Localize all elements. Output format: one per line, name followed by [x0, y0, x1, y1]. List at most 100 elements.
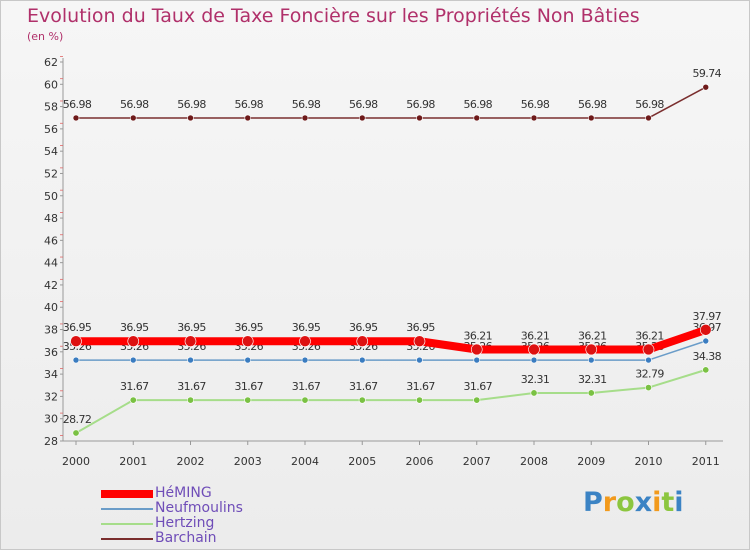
x-tick-label: 2002 — [177, 455, 205, 468]
data-label-barchain: 56.98 — [120, 98, 149, 111]
data-point-barchain — [645, 114, 652, 122]
data-point-neufmoulins — [358, 356, 366, 364]
data-label-barchain: 56.98 — [464, 98, 493, 111]
data-point-hertzing — [244, 396, 252, 404]
data-point-barchain — [358, 114, 366, 122]
legend-swatch-barchain — [101, 538, 153, 540]
data-point-barchain — [416, 114, 423, 122]
data-point-neufmoulins — [473, 356, 481, 364]
y-tick-label: 62 — [44, 56, 58, 69]
y-tick-label: 58 — [44, 101, 58, 114]
data-label-h-ming: 36.21 — [635, 329, 664, 342]
y-tick-label: 48 — [44, 212, 58, 225]
data-point-h-ming — [241, 335, 254, 348]
data-point-h-ming — [127, 335, 140, 348]
data-point-hertzing — [129, 396, 137, 404]
data-point-barchain — [301, 114, 309, 122]
data-label-barchain: 56.98 — [292, 98, 321, 111]
x-tick-label: 2004 — [291, 455, 319, 468]
data-label-h-ming: 36.95 — [235, 321, 264, 334]
data-point-barchain — [587, 114, 595, 122]
data-point-barchain — [473, 114, 481, 122]
chart-title: Evolution du Taux de Taxe Foncière sur l… — [27, 5, 640, 27]
data-point-hertzing — [415, 396, 423, 404]
y-tick-label: 54 — [44, 145, 58, 158]
data-point-hertzing — [72, 429, 80, 437]
y-tick-label: 52 — [44, 167, 58, 180]
data-label-h-ming: 36.21 — [464, 329, 493, 342]
data-point-barchain — [72, 114, 80, 122]
data-label-hertzing: 31.67 — [464, 380, 493, 393]
legend: HéMING Neufmoulins Hertzing Barchain — [101, 486, 243, 546]
x-tick-label: 2007 — [463, 455, 491, 468]
legend-label: Hertzing — [155, 515, 215, 531]
data-label-hertzing: 31.67 — [120, 380, 149, 393]
y-tick-label: 44 — [44, 257, 58, 270]
data-label-hertzing: 32.79 — [635, 368, 664, 381]
data-label-hertzing: 31.67 — [349, 380, 378, 393]
data-point-hertzing — [644, 384, 652, 392]
data-point-neufmoulins — [702, 337, 710, 345]
data-label-h-ming: 36.95 — [406, 321, 435, 334]
data-label-hertzing: 31.67 — [292, 380, 321, 393]
y-tick-label: 60 — [44, 78, 58, 91]
data-point-h-ming — [528, 343, 540, 356]
data-point-h-ming — [356, 335, 369, 348]
data-label-barchain: 56.98 — [635, 98, 664, 111]
legend-swatch-neufmoulins — [101, 508, 153, 510]
series-line-h-ming — [72, 325, 710, 354]
x-tick-label: 2009 — [577, 455, 605, 468]
x-tick-label: 2011 — [692, 455, 720, 468]
x-tick-label: 2000 — [62, 455, 90, 468]
legend-item: HéMING — [101, 486, 243, 501]
data-label-barchain: 56.98 — [63, 98, 92, 111]
data-label-barchain: 56.98 — [177, 98, 206, 111]
data-label-barchain: 56.98 — [235, 98, 264, 111]
data-point-neufmoulins — [645, 356, 652, 364]
data-point-barchain — [187, 114, 194, 122]
data-label-barchain: 56.98 — [349, 98, 378, 111]
x-tick-label: 2003 — [234, 455, 262, 468]
data-label-barchain: 56.98 — [521, 98, 550, 111]
data-point-h-ming — [299, 335, 311, 348]
data-label-hertzing: 31.67 — [406, 380, 435, 393]
data-point-neufmoulins — [587, 356, 595, 364]
data-point-hertzing — [587, 389, 595, 397]
data-point-hertzing — [473, 396, 481, 404]
series-line-neufmoulins — [75, 340, 707, 361]
legend-item: Hertzing — [101, 516, 243, 531]
data-point-barchain — [244, 114, 252, 122]
data-label-hertzing: 34.38 — [693, 350, 722, 363]
data-label-barchain: 56.98 — [406, 98, 435, 111]
x-tick-label: 2010 — [635, 455, 663, 468]
legend-label: HéMING — [155, 485, 212, 501]
series-line-barchain — [75, 86, 707, 119]
data-label-hertzing: 28.72 — [63, 413, 92, 426]
x-tick-label: 2006 — [406, 455, 434, 468]
data-point-barchain — [129, 114, 137, 122]
data-label-barchain: 56.98 — [578, 98, 607, 111]
data-label-h-ming: 36.95 — [63, 321, 92, 334]
data-label-h-ming: 36.95 — [120, 321, 149, 334]
legend-swatch-heming — [101, 490, 153, 498]
data-point-hertzing — [530, 389, 538, 397]
data-label-h-ming: 36.95 — [292, 321, 321, 334]
data-label-h-ming: 36.95 — [177, 321, 206, 334]
data-label-hertzing: 32.31 — [521, 373, 550, 386]
y-tick-label: 56 — [44, 123, 58, 136]
series-line-hertzing — [75, 368, 707, 434]
data-point-neufmoulins — [244, 356, 252, 364]
data-point-h-ming — [470, 343, 483, 356]
y-tick-label: 36 — [44, 346, 58, 359]
data-point-neufmoulins — [416, 356, 423, 364]
data-point-neufmoulins — [530, 356, 538, 364]
data-point-h-ming — [70, 335, 82, 348]
y-tick-label: 38 — [44, 324, 58, 337]
data-point-hertzing — [187, 396, 195, 404]
y-tick-label: 40 — [44, 301, 58, 314]
proxiti-logo: Proxiti — [583, 487, 684, 518]
data-label-hertzing: 31.67 — [177, 380, 206, 393]
y-tick-label: 50 — [44, 190, 58, 203]
